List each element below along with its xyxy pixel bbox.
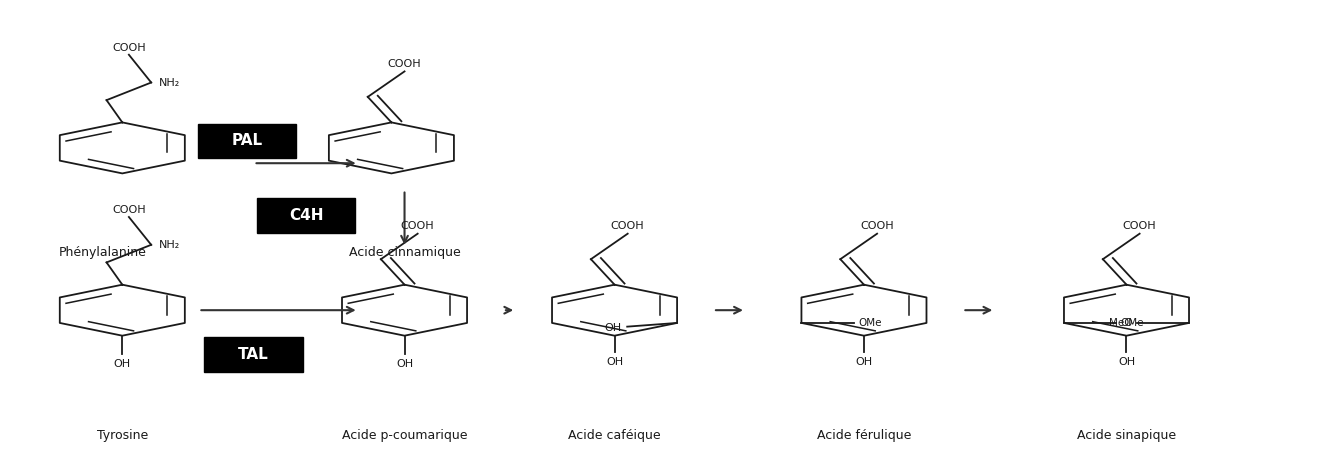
Text: Acide p-coumarique: Acide p-coumarique [342,429,468,442]
Text: OH: OH [114,359,131,369]
Text: COOH: COOH [860,221,894,231]
FancyBboxPatch shape [205,337,303,371]
Text: PAL: PAL [231,134,263,149]
Text: OMe: OMe [1120,318,1144,328]
Text: OMe: OMe [857,318,881,328]
Text: COOH: COOH [112,43,145,53]
Text: OH: OH [856,356,873,367]
Text: Tyrosine: Tyrosine [96,429,148,442]
FancyBboxPatch shape [198,124,296,158]
Text: NH₂: NH₂ [159,240,180,250]
Text: TAL: TAL [238,347,269,362]
Text: OH: OH [1118,356,1135,367]
Text: COOH: COOH [112,205,145,215]
FancyBboxPatch shape [256,198,355,233]
Text: MeO: MeO [1110,318,1132,328]
Text: OH: OH [605,322,622,333]
Text: COOH: COOH [400,221,435,231]
Text: COOH: COOH [610,221,645,231]
Text: Acide sinapique: Acide sinapique [1077,429,1176,442]
Text: COOH: COOH [388,59,421,69]
Text: Acide férulique: Acide férulique [816,429,911,442]
Text: OH: OH [396,359,413,369]
Text: Acide cinnamique: Acide cinnamique [349,246,461,259]
Text: Acide caféique: Acide caféique [568,429,660,442]
Text: NH₂: NH₂ [159,77,180,87]
Text: COOH: COOH [1123,221,1156,231]
Text: Phénylalanine: Phénylalanine [58,246,147,259]
Text: C4H: C4H [289,208,324,223]
Text: OH: OH [606,356,624,367]
